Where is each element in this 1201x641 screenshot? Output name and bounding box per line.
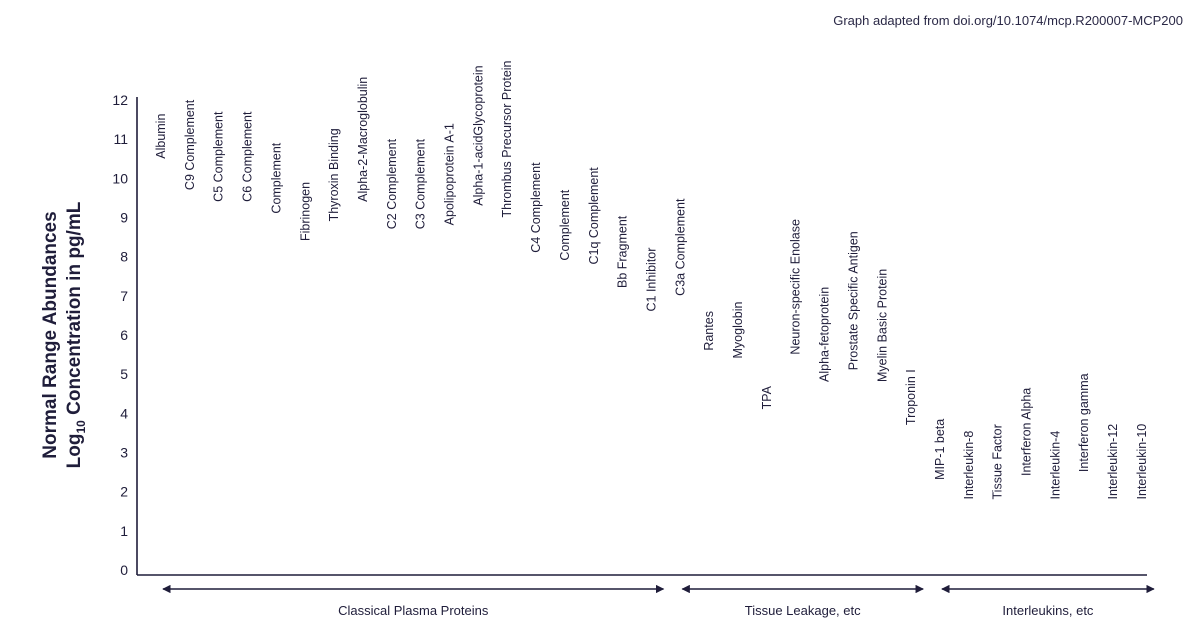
protein-label: Tissue Factor — [991, 424, 1005, 499]
protein-label: C2 Complement — [385, 138, 399, 229]
protein-label: Alpha-2-Macroglobulin — [356, 77, 370, 202]
protein-label: Thyroxin Binding — [327, 128, 341, 221]
protein-label: Interferon gamma — [1077, 373, 1091, 472]
protein-label: C4 Complement — [529, 162, 543, 253]
protein-label: C1q Complement — [587, 167, 601, 265]
protein-label: Interferon Alpha — [1020, 388, 1034, 476]
protein-label: TPA — [760, 385, 774, 409]
group-label: Tissue Leakage, etc — [745, 603, 861, 618]
protein-label: Complement — [269, 142, 283, 213]
y-axis-title-unit: Concentration in pg/mL — [64, 201, 85, 420]
protein-label: Interleukin-12 — [1106, 424, 1120, 500]
protein-label: C6 Complement — [241, 111, 255, 202]
protein-label: Alpha-1-acidGlycoprotein — [471, 65, 485, 205]
y-tick-label: 11 — [113, 131, 128, 147]
protein-label: Apolipoprotein A-1 — [443, 123, 457, 225]
y-tick-label: 7 — [120, 288, 128, 304]
y-axis-title-line1: Normal Range Abundances — [40, 211, 61, 458]
category-groups: Classical Plasma Proteins Tissue Leakage,… — [162, 584, 1155, 618]
protein-labels: Albumin C9 Complement C5 Complement C6 Comp… — [154, 60, 1149, 499]
y-tick-label: 5 — [120, 366, 128, 382]
protein-label: Thrombus Precursor Protein — [500, 60, 514, 217]
y-tick-label: 0 — [120, 562, 128, 578]
protein-label: Prostate Specific Antigen — [846, 231, 860, 370]
protein-label: C3a Complement — [673, 198, 687, 296]
y-tick-label: 1 — [120, 523, 128, 539]
y-axis-title: Normal Range Abundances Log10 Concentrat… — [40, 201, 88, 468]
protein-label: Interleukin-8 — [962, 431, 976, 500]
protein-label: Bb Fragment — [616, 215, 630, 288]
protein-label: Interleukin-10 — [1135, 424, 1149, 500]
protein-label: Troponin I — [904, 369, 918, 425]
protein-label: C1 Inhibitor — [644, 248, 658, 312]
protein-label: Myelin Basic Protein — [875, 269, 889, 382]
protein-label: Fibrinogen — [298, 182, 312, 241]
y-axis-title-line2: Log10 Concentration in pg/mL — [64, 201, 88, 468]
protein-label: C3 Complement — [414, 138, 428, 229]
protein-label: Rantes — [702, 311, 716, 351]
protein-label: C9 Complement — [183, 99, 197, 190]
protein-label: Myoglobin — [731, 301, 745, 358]
y-tick-label: 8 — [120, 249, 128, 265]
y-tick-label: 4 — [120, 405, 128, 421]
y-axis-title-subscript: 10 — [74, 420, 88, 434]
y-tick-label: 12 — [112, 92, 128, 108]
y-tick-label: 10 — [112, 170, 128, 186]
protein-label: MIP-1 beta — [933, 419, 947, 480]
protein-label: C5 Complement — [212, 111, 226, 202]
group-label: Classical Plasma Proteins — [338, 603, 489, 618]
protein-label: Interleukin-4 — [1048, 431, 1062, 500]
y-tick-label: 2 — [120, 484, 128, 500]
source-note: Graph adapted from doi.org/10.1074/mcp.R… — [833, 13, 1183, 28]
group-label: Interleukins, etc — [1002, 603, 1094, 618]
y-tick-label: 9 — [120, 210, 128, 226]
protein-label: Complement — [558, 189, 572, 260]
protein-label: Neuron-specific Enolase — [789, 219, 803, 355]
y-tick-label: 6 — [120, 327, 128, 343]
protein-label: Albumin — [154, 114, 168, 159]
y-axis-title-log: Log — [64, 434, 85, 469]
protein-label: Alpha-fetoprotein — [818, 287, 832, 382]
y-tick-label: 3 — [120, 445, 128, 461]
